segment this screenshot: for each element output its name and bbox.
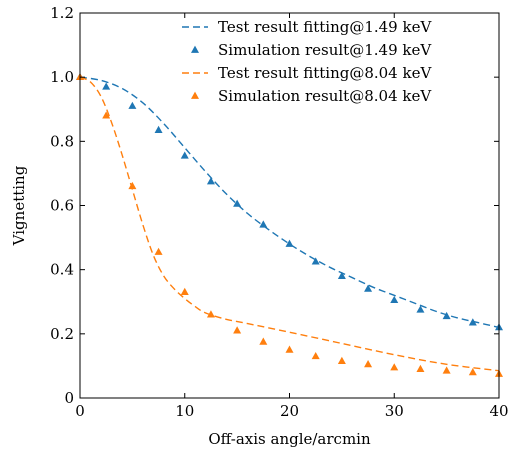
data-point bbox=[128, 181, 137, 190]
x-axis-label: Off-axis angle/arcmin bbox=[208, 430, 371, 448]
series-layer bbox=[76, 72, 503, 377]
y-tick-label: 0 bbox=[64, 389, 74, 407]
y-tick-label: 0.4 bbox=[50, 261, 74, 279]
data-point bbox=[154, 125, 163, 133]
y-axis-label: Vignetting bbox=[10, 165, 28, 246]
x-tick-label: 30 bbox=[385, 402, 404, 420]
series-line-0 bbox=[79, 76, 500, 329]
data-point bbox=[285, 239, 294, 247]
y-tick-label: 0.6 bbox=[50, 197, 74, 215]
series-line-2 bbox=[79, 76, 500, 372]
legend-entry-label: Simulation result@8.04 keV bbox=[218, 87, 432, 105]
data-point bbox=[259, 337, 268, 345]
legend-entry-label: Test result fitting@1.49 keV bbox=[218, 18, 432, 36]
data-point bbox=[311, 257, 320, 265]
y-tick-label: 1.2 bbox=[50, 4, 74, 22]
x-tick-label: 10 bbox=[175, 402, 194, 420]
x-tick-label: 40 bbox=[489, 402, 508, 420]
data-point bbox=[128, 101, 137, 109]
data-point bbox=[206, 177, 215, 185]
data-point bbox=[390, 295, 399, 304]
data-point bbox=[285, 345, 294, 353]
x-tick-label: 0 bbox=[75, 402, 85, 420]
legend: Test result fitting@1.49 keV Simulation r… bbox=[182, 18, 432, 105]
x-axis-ticks: 0 10 20 30 40 bbox=[75, 13, 509, 420]
data-point bbox=[233, 326, 242, 334]
data-point bbox=[337, 356, 346, 364]
data-point bbox=[206, 310, 215, 318]
y-tick-label: 1.0 bbox=[50, 68, 74, 86]
data-point bbox=[364, 359, 373, 368]
y-tick-label: 0.2 bbox=[50, 325, 74, 343]
y-axis-ticks: 0 0.2 0.4 0.6 0.8 1.0 1.2 bbox=[50, 4, 499, 407]
data-point bbox=[364, 284, 373, 292]
data-point bbox=[180, 287, 189, 296]
legend-marker-swatch bbox=[191, 45, 199, 53]
data-point bbox=[416, 364, 425, 373]
data-point bbox=[102, 82, 111, 90]
data-point bbox=[233, 199, 242, 207]
data-point bbox=[416, 305, 425, 313]
data-point bbox=[390, 363, 399, 371]
data-point bbox=[311, 351, 320, 360]
data-point bbox=[154, 247, 163, 255]
x-tick-label: 20 bbox=[280, 402, 299, 420]
data-point bbox=[259, 220, 268, 228]
data-point bbox=[442, 366, 451, 374]
data-point bbox=[442, 311, 451, 320]
data-point bbox=[102, 111, 111, 119]
data-point bbox=[180, 151, 189, 159]
data-point bbox=[468, 318, 477, 326]
y-tick-label: 0.8 bbox=[50, 132, 74, 150]
legend-marker-swatch bbox=[191, 91, 199, 99]
data-point bbox=[468, 368, 477, 376]
data-point bbox=[337, 271, 346, 279]
legend-entry-label: Test result fitting@8.04 keV bbox=[218, 64, 432, 82]
legend-entry-label: Simulation result@1.49 keV bbox=[218, 41, 432, 59]
